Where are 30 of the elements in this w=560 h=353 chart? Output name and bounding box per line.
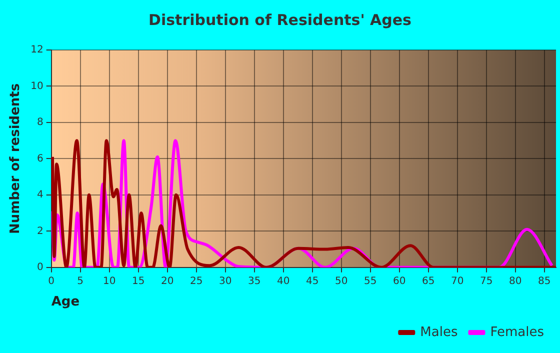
- x-axis-title: Age: [51, 294, 80, 310]
- y-axis-title: Number of residents: [8, 83, 24, 234]
- x-tick-label: 80: [509, 276, 522, 287]
- x-tick-label: 65: [422, 276, 435, 287]
- x-tick-label: 60: [393, 276, 406, 287]
- y-tick-label: 6: [36, 153, 44, 164]
- y-tick-label: 2: [36, 226, 44, 237]
- x-tick-label: 70: [451, 276, 464, 287]
- x-tick-label: 55: [364, 276, 377, 287]
- x-tick-label: 15: [132, 276, 145, 287]
- y-tick-label: 8: [36, 117, 44, 128]
- x-tick-label: 25: [190, 276, 203, 287]
- y-tick-label: 12: [30, 44, 44, 56]
- x-tick-label: 75: [480, 276, 493, 287]
- chart-title: Distribution of Residents' Ages: [148, 10, 412, 29]
- y-tick-label: 4: [36, 190, 44, 201]
- x-tick-label: 0: [48, 276, 55, 287]
- x-tick-label: 10: [102, 276, 116, 287]
- y-tick-label: 0: [36, 262, 44, 273]
- x-tick-label: 50: [335, 276, 348, 287]
- x-tick-label: 40: [276, 276, 290, 287]
- x-tick-label: 20: [160, 276, 174, 287]
- legend-label: Males: [420, 324, 458, 340]
- x-tick-label: 5: [77, 276, 84, 287]
- x-tick-label: 85: [538, 276, 551, 287]
- y-tick-label: 10: [30, 80, 44, 92]
- x-tick-label: 35: [248, 276, 261, 287]
- legend-label: Females: [490, 324, 544, 340]
- x-tick-label: 45: [306, 276, 319, 287]
- x-tick-label: 30: [218, 276, 232, 287]
